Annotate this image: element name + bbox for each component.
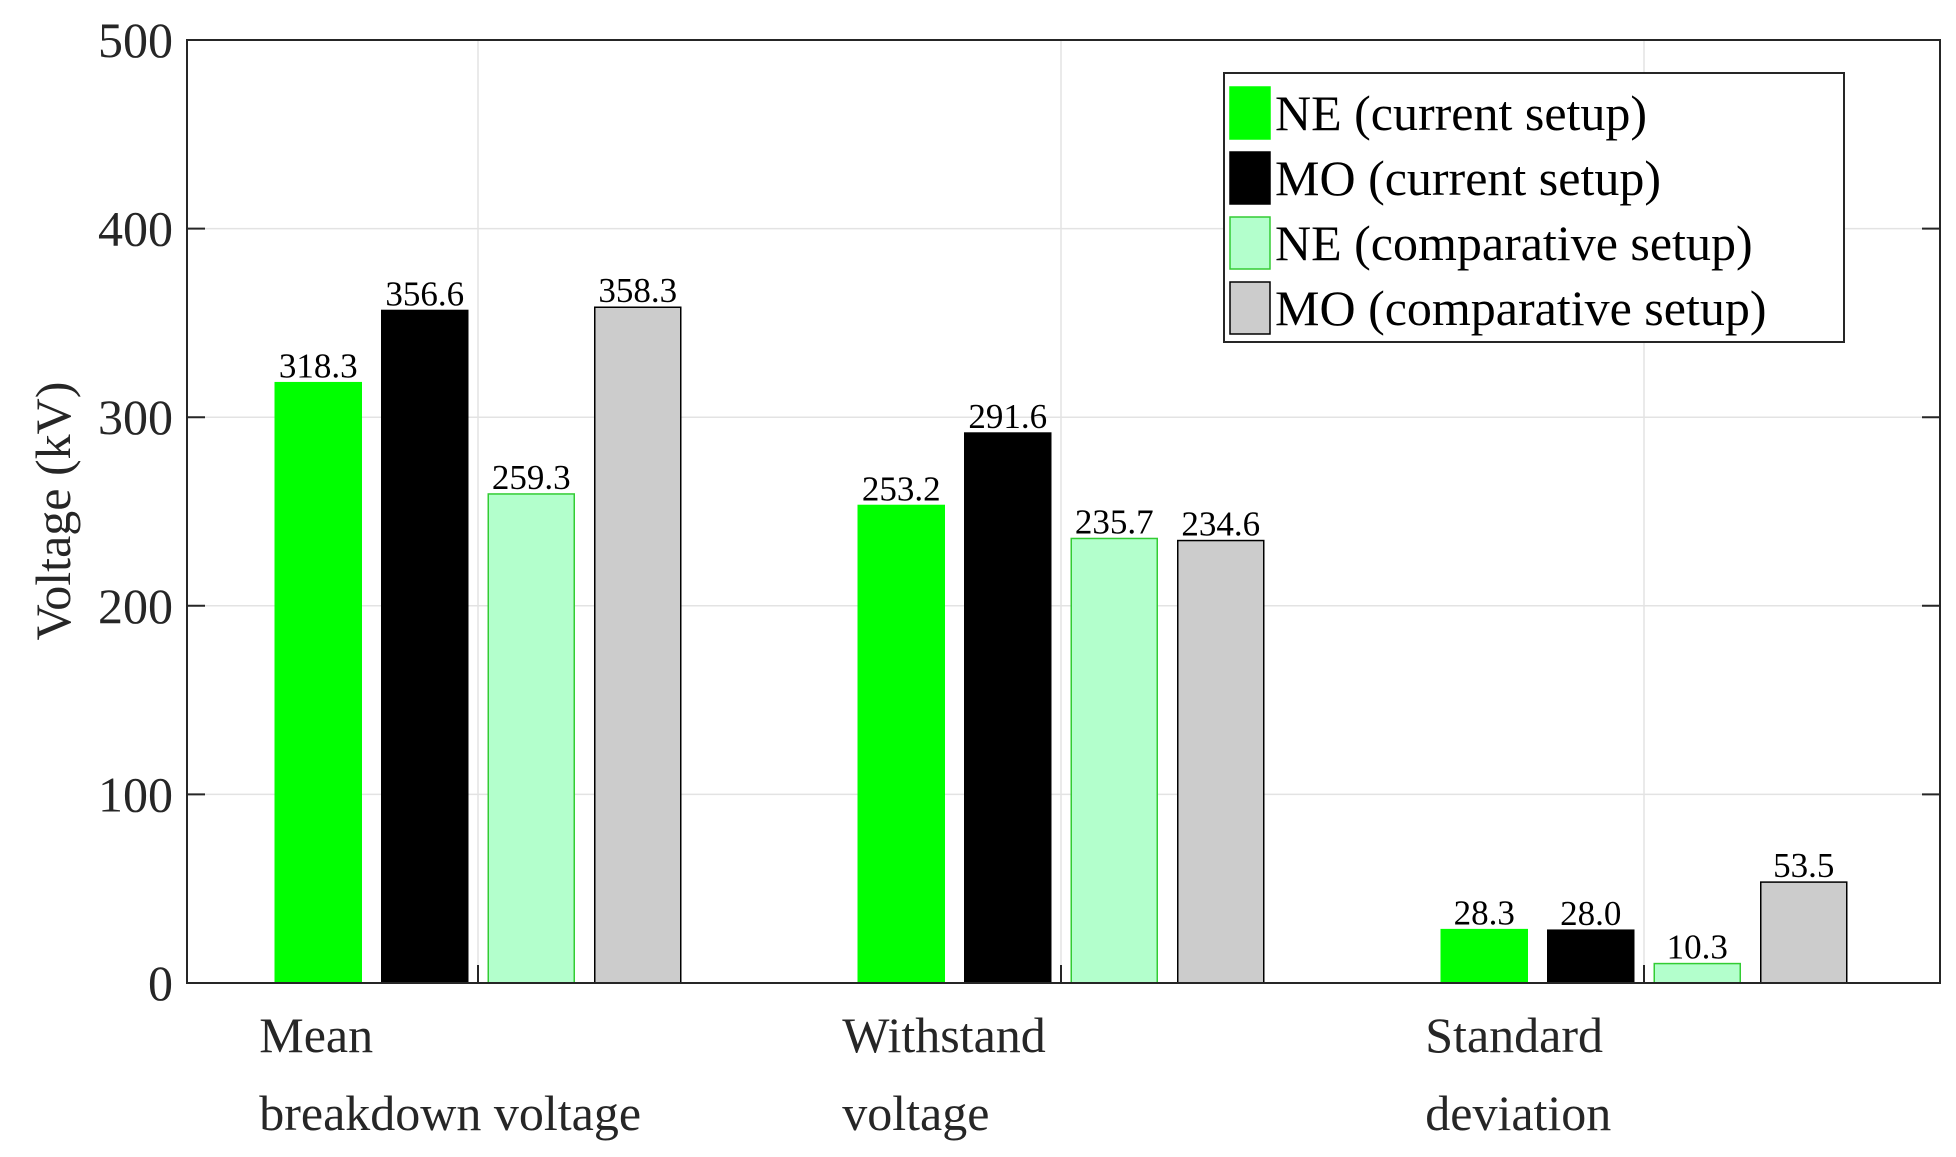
- category-label: Withstand: [842, 1007, 1046, 1063]
- legend-swatch: [1229, 151, 1271, 205]
- bar-1-1: [274, 381, 362, 984]
- bar-4-2: [1177, 539, 1265, 984]
- plot-area-frame: [186, 39, 1941, 984]
- data-label: 291.6: [968, 397, 1047, 436]
- category-label: breakdown voltage: [259, 1085, 641, 1141]
- y-tick-label: 300: [98, 389, 173, 445]
- legend-label: MO (comparative setup): [1275, 280, 1767, 336]
- data-label: 234.6: [1181, 505, 1260, 544]
- x-axis-categories: Mean breakdown voltage Withstand voltage Sta…: [259, 965, 1645, 1141]
- category-label: Standard: [1425, 1007, 1603, 1063]
- legend-label: NE (current setup): [1275, 85, 1647, 141]
- legend-label: MO (current setup): [1275, 150, 1661, 206]
- data-label: 318.3: [279, 347, 358, 386]
- bar-3-2: [1070, 537, 1158, 984]
- bar-1-2: [857, 504, 945, 984]
- data-label: 53.5: [1773, 846, 1834, 885]
- data-labels: 318.3 253.2 28.3 356.6 291.6 28.0 259.3 235.7 10…: [279, 271, 1835, 966]
- bar-4-3: [1760, 881, 1848, 984]
- y-axis-label: Voltage (kV): [25, 382, 81, 641]
- bar-3-1: [487, 493, 575, 984]
- category-label: Mean: [259, 1007, 373, 1063]
- legend-box: [1223, 72, 1845, 343]
- category-label: voltage: [842, 1085, 989, 1141]
- y-tick-label: 400: [98, 201, 173, 257]
- data-label: 28.0: [1560, 894, 1621, 933]
- bar-2-3: [1547, 929, 1635, 984]
- data-label: 28.3: [1454, 894, 1515, 933]
- bar-2-2: [964, 432, 1052, 984]
- y-tick-label: 0: [148, 955, 173, 1011]
- y-tick-label: 100: [98, 766, 173, 822]
- legend: NE (current setup) MO (current setup) NE (…: [1223, 72, 1845, 343]
- data-label: 10.3: [1667, 928, 1728, 967]
- bar-1-3: [1440, 928, 1528, 984]
- legend-swatch: [1229, 216, 1271, 270]
- y-tick-label: 200: [98, 578, 173, 634]
- bars: [274, 306, 1848, 984]
- data-label: 356.6: [385, 274, 464, 313]
- bar-4-1: [594, 306, 682, 984]
- y-axis: 0 100 200 300 400 500: [98, 12, 1940, 1011]
- category-label: deviation: [1425, 1085, 1611, 1141]
- y-tick-label: 500: [98, 12, 173, 68]
- legend-swatch: [1229, 281, 1271, 335]
- bar-2-1: [381, 309, 469, 984]
- legend-swatch: [1229, 86, 1271, 140]
- data-label: 358.3: [598, 271, 677, 310]
- data-label: 253.2: [862, 469, 941, 508]
- data-label: 235.7: [1075, 502, 1154, 541]
- data-label: 259.3: [492, 458, 571, 497]
- legend-label: NE (comparative setup): [1275, 215, 1753, 271]
